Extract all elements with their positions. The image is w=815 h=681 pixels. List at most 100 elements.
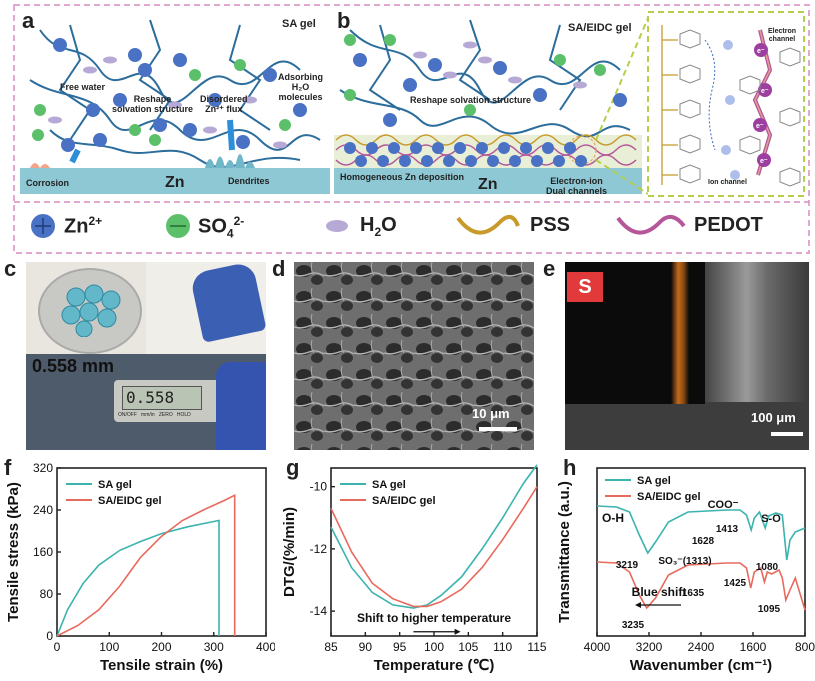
photo-d: 10 μm (294, 262, 534, 450)
sa-gel-title: SA gel (282, 18, 316, 30)
legend-zn-label: Zn2+ (64, 214, 103, 238)
x-tick-label: 100 (99, 640, 119, 654)
y-tick-label: -12 (310, 542, 328, 556)
panel-label-a: a (22, 8, 35, 33)
zn-ions-b (344, 34, 627, 167)
panel-label-e: e (543, 256, 556, 281)
legend-label: SA/EIDC gel (98, 495, 162, 507)
legend-label: SA gel (98, 479, 132, 491)
panel-label-d: d (272, 256, 286, 281)
label-dendrites: Dendrites (228, 176, 270, 186)
y-tick-label: 320 (33, 461, 53, 475)
panel-label-f: f (4, 455, 12, 480)
legend-so4-label: SO42- (198, 214, 245, 241)
label-disordered: Disordered Zn²⁺ flux (200, 94, 248, 114)
x-tick-label: 4000 (584, 640, 611, 654)
annotation-label: COO⁻ (708, 499, 739, 511)
photo-c: 0.558 ON/OFF mm/in ZERO HOLD 0.558 mm (26, 262, 266, 450)
x-tick-label: 2400 (688, 640, 715, 654)
x-axis-label: Temperature (℃) (374, 657, 495, 674)
legend-icons (31, 214, 686, 238)
zn-ions-a (32, 38, 307, 152)
label-dual: Electron-ion Dual channels (546, 176, 608, 196)
x-tick-label: 115 (527, 640, 546, 654)
x-tick-label: 3200 (636, 640, 663, 654)
legend-label: SA gel (637, 475, 671, 487)
sa-eidc-title: SA/EIDC gel (568, 22, 632, 34)
y-axis-label: Transmittance (a.u.) (556, 481, 573, 623)
blue-shift-arrow-head (635, 602, 641, 608)
label-reshape-b: Reshape solvation structure (410, 95, 532, 105)
x-tick-label: 400 (256, 640, 275, 654)
chart-h: 4000 3200 2400 1600 800 SA gel SA/EIDC gel O-H C… (556, 467, 815, 674)
y-tick-label: 240 (33, 503, 53, 517)
scalebar-e: 100 μm (751, 410, 796, 425)
legend-label: SA/EIDC gel (637, 491, 701, 503)
legend-label: SA gel (372, 479, 406, 491)
label-reshape-a: Reshape solvation structure (112, 94, 194, 114)
panel-label-b: b (337, 8, 351, 33)
label-ion-channel: Ion channel (708, 179, 747, 186)
label-adsorbing: Adsorbing H₂O molecules (278, 72, 323, 102)
annotation-label: 1413 (716, 524, 739, 535)
annotation-label: SO₃⁻(1313) (658, 556, 711, 567)
annotation-label: 3235 (622, 620, 645, 631)
x-tick-label: 200 (151, 640, 171, 654)
label-electron-channel: Electron channel (768, 28, 797, 43)
y-axis-label: DTG/(%/min) (281, 507, 298, 597)
legend-h2o-label: H2O (360, 214, 397, 239)
annotation-label: 1628 (692, 536, 715, 547)
legend-label: SA/EIDC gel (372, 495, 436, 507)
panel-label-g: g (286, 455, 300, 480)
annotation-label: 3219 (616, 560, 639, 571)
annotation-label: 1095 (758, 604, 781, 615)
label-zn-a: Zn (165, 174, 185, 191)
svg-text:e⁻: e⁻ (761, 88, 769, 95)
x-tick-label: 90 (359, 640, 373, 654)
svg-text:e⁻: e⁻ (757, 48, 765, 55)
label-zn-b: Zn (478, 176, 498, 193)
y-axis-label: Tensile stress (kPa) (5, 482, 22, 622)
annotation-label: O-H (602, 511, 624, 525)
caliper-buttons: ON/OFF mm/in ZERO HOLD (118, 412, 191, 418)
thickness-label: 0.558 mm (32, 356, 115, 376)
chart-g: 85 90 95 100 105 110 115 -14 -12 -10 SA gel SA/EIDC… (281, 464, 547, 674)
photo-e: S 100 μm (565, 262, 809, 450)
label-corrosion: Corrosion (26, 178, 70, 188)
scalebar-d: 10 μm (472, 406, 510, 421)
y-tick-label: -10 (310, 480, 328, 494)
annotation-label: 1635 (682, 588, 705, 599)
series-line-1 (330, 486, 538, 608)
legend-pss-label: PSS (530, 214, 571, 236)
shift-arrow-head (454, 628, 461, 635)
annotation-label: 1080 (756, 562, 779, 573)
series-line-1 (56, 494, 236, 637)
y-tick-label: 0 (46, 629, 53, 643)
series-line-0 (330, 464, 538, 609)
series-line-1 (596, 561, 806, 611)
caliper-display: 0.558 (126, 388, 175, 407)
series-line-0 (596, 505, 806, 561)
y-tick-label: 80 (40, 587, 54, 601)
annotation-label: S-O (761, 513, 781, 525)
series-line-0 (56, 519, 220, 637)
x-axis-label: Wavenumber (cm⁻¹) (630, 657, 772, 674)
panel-label-h: h (563, 455, 577, 480)
x-tick-label: 105 (458, 640, 478, 654)
x-tick-label: 85 (324, 640, 338, 654)
panel-label-c: c (4, 256, 17, 281)
svg-text:e⁻: e⁻ (760, 158, 768, 165)
x-tick-label: 95 (393, 640, 407, 654)
x-tick-label: 110 (493, 640, 512, 654)
label-homogeneous: Homogeneous Zn deposition (340, 172, 464, 182)
element-badge: S (567, 272, 603, 302)
label-free-water: Free water (60, 82, 106, 92)
x-tick-label: 100 (424, 640, 444, 654)
x-axis-label: Tensile strain (%) (100, 657, 223, 674)
x-tick-label: 800 (795, 640, 815, 654)
annotation-label: 1425 (724, 578, 747, 589)
y-tick-label: -14 (310, 604, 328, 618)
chart-f: 0 100 200 300 400 0 80 160 240 320 SA gel SA/EIDC g… (5, 461, 275, 674)
schematic-box: e⁻ e⁻ e⁻ e⁻ (13, 4, 810, 254)
y-tick-label: 160 (33, 545, 53, 559)
